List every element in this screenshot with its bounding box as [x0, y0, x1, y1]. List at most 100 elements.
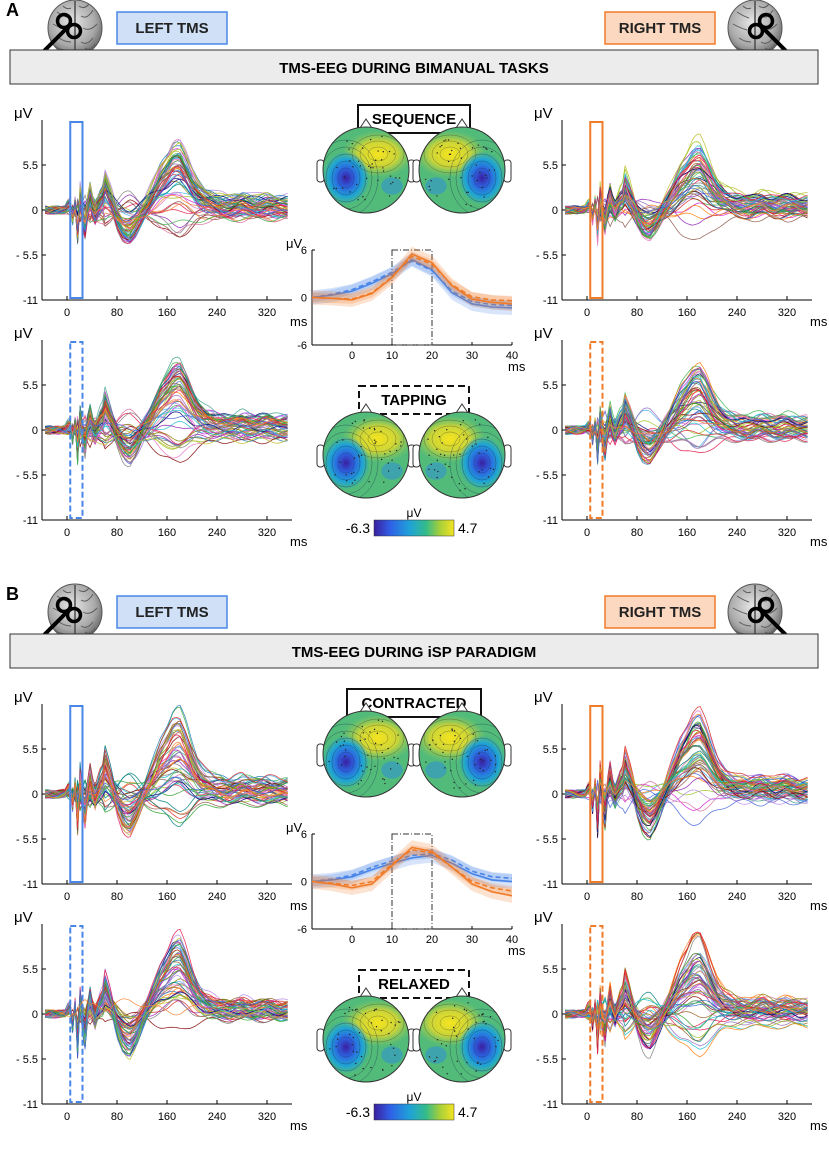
x-tick-label: 160 [158, 891, 176, 903]
tms-window-marker [69, 341, 84, 519]
minor-field [425, 177, 447, 195]
eeg-channel-trace [564, 982, 808, 1031]
tms-window-marker [589, 925, 604, 1103]
y-tick-label: 5.5 [23, 160, 38, 172]
eeg-channel-group [564, 362, 808, 465]
electrode [389, 768, 392, 770]
head-outline [418, 710, 506, 798]
eeg-channel-trace [44, 998, 288, 1017]
tag-box [116, 595, 228, 629]
eeg-channel-group [44, 356, 288, 468]
x-tick-label: 20 [426, 350, 438, 362]
electrode [354, 479, 356, 481]
electrode [475, 1070, 477, 1072]
eeg-channel-trace [44, 415, 288, 436]
contour-line [331, 744, 361, 780]
x-unit-label: ms [290, 314, 308, 329]
x-tick-label: 30 [466, 934, 478, 946]
x-tick-label: 240 [728, 891, 746, 903]
y-tick-label: 0 [552, 425, 558, 437]
electrode [485, 1023, 487, 1025]
banner-title: TMS-EEG DURING BIMANUAL TASKS [279, 60, 548, 77]
electrode [428, 468, 430, 471]
electrode [427, 438, 429, 440]
eeg-channel-trace [565, 779, 808, 826]
electrode [466, 1061, 468, 1064]
butterfly-plot-right-top: μV 5.5 0 - 5.5 -11 0 80 160 240 320 ms [534, 105, 828, 329]
electrode [436, 1056, 438, 1059]
contour-line [367, 431, 389, 447]
electrode [453, 1030, 456, 1032]
y-tick-label: - 5.5 [536, 1054, 558, 1066]
electrode [383, 481, 385, 483]
minor-field [381, 761, 403, 779]
mean-tep-line [311, 255, 513, 302]
eeg-channel-trace [45, 416, 288, 459]
contour-line [325, 153, 367, 203]
electrode [428, 744, 430, 746]
electrode [373, 429, 376, 431]
y-tick-label: 0 [32, 789, 38, 801]
eeg-channel-trace [44, 169, 288, 238]
electrode [453, 740, 456, 743]
electrode [443, 454, 446, 457]
electrode [467, 1002, 469, 1004]
electrode [351, 1044, 353, 1046]
x-tick-label: 80 [111, 527, 123, 539]
electrode [369, 138, 372, 141]
electrode [362, 427, 365, 429]
electrode [482, 1013, 484, 1015]
x-tick-label: 320 [778, 307, 796, 319]
y-unit-label: μV [534, 105, 553, 122]
electrode [479, 1063, 482, 1065]
banner-box [9, 633, 819, 669]
electrode [358, 1032, 361, 1034]
y-tick-label: 5.5 [543, 160, 558, 172]
coil-handle [41, 610, 69, 638]
contour-line [449, 1008, 505, 1082]
contour-line [359, 724, 397, 752]
brain-sulcus [78, 587, 90, 593]
contour-line [423, 134, 477, 174]
electrode [429, 748, 432, 750]
electrode [352, 1036, 355, 1039]
x-tick-label: 40 [506, 934, 518, 946]
electrode [443, 140, 445, 142]
brain-sulcus [58, 37, 72, 43]
x-unit-label: ms [810, 898, 828, 913]
electrode [491, 150, 493, 153]
colorbar-gradient [373, 1103, 455, 1121]
topoplot-left-top [316, 118, 416, 214]
electrode [459, 787, 461, 789]
contour-line [431, 1009, 469, 1037]
electrode [371, 163, 373, 165]
eeg-channel-trace [564, 1001, 808, 1030]
condition-box [358, 385, 470, 415]
eeg-channel-trace [44, 178, 288, 216]
x-tick-label: 160 [678, 1111, 696, 1123]
eeg-channel-trace [565, 966, 808, 1031]
x-tick-label: 20 [426, 934, 438, 946]
electrode [439, 734, 442, 737]
electrode [457, 142, 459, 144]
y-tick-label: 5.5 [23, 744, 38, 756]
y-tick-label: 0 [552, 205, 558, 217]
electrode [350, 472, 353, 475]
electrode [357, 783, 360, 785]
electrode [354, 1009, 357, 1011]
tms-coil-icon [41, 12, 83, 54]
electrode [369, 427, 371, 429]
electrode [433, 430, 436, 432]
electrode [465, 438, 468, 440]
electrode [380, 744, 382, 746]
electrode [383, 757, 385, 760]
contour-line [461, 737, 503, 787]
coil-wing [757, 596, 775, 614]
electrode [375, 1008, 378, 1010]
electrode [450, 770, 452, 772]
butterfly-plot-left-bottom: μV 5.5 0 - 5.5 -11 0 80 160 240 320 ms [14, 325, 308, 549]
electrode [479, 423, 481, 425]
electrode [425, 761, 427, 763]
